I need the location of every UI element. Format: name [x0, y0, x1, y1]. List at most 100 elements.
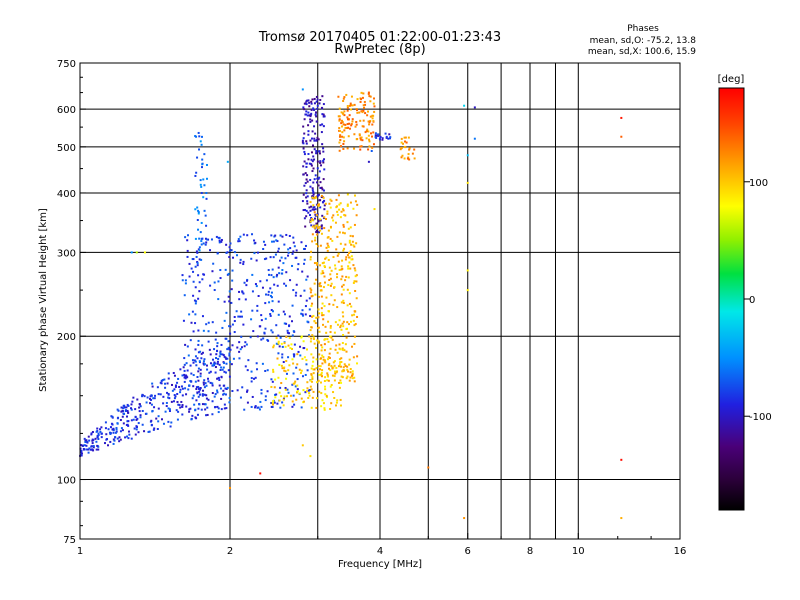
- data-point: [319, 218, 322, 221]
- data-point: [230, 363, 233, 366]
- data-point: [210, 238, 213, 241]
- data-point: [311, 377, 314, 380]
- data-point: [296, 353, 299, 356]
- data-point: [304, 172, 307, 175]
- data-point: [319, 181, 322, 184]
- data-point: [118, 440, 121, 443]
- data-point: [347, 227, 350, 230]
- data-point: [246, 389, 249, 392]
- data-point: [179, 406, 182, 409]
- data-point: [275, 324, 278, 327]
- data-point: [330, 384, 333, 387]
- data-point: [268, 273, 271, 276]
- data-point: [317, 379, 320, 382]
- data-point: [251, 395, 254, 398]
- data-point: [211, 400, 214, 403]
- data-point: [300, 336, 303, 339]
- data-point: [344, 243, 347, 246]
- data-point: [350, 124, 353, 127]
- data-point: [311, 170, 314, 173]
- data-point: [360, 91, 363, 94]
- data-point: [239, 235, 242, 238]
- data-point: [344, 343, 347, 346]
- y-tick-label: 400: [57, 189, 76, 200]
- data-point: [195, 171, 198, 174]
- data-point: [225, 407, 228, 410]
- data-point: [194, 360, 197, 363]
- data-point: [342, 97, 345, 100]
- data-point: [227, 272, 230, 275]
- data-point: [199, 183, 202, 186]
- data-point: [310, 218, 313, 221]
- data-point: [351, 373, 354, 376]
- data-point: [343, 140, 346, 143]
- data-point: [138, 406, 141, 409]
- data-point: [162, 402, 165, 405]
- data-point: [354, 323, 357, 326]
- data-point: [97, 434, 100, 437]
- data-point: [316, 167, 319, 170]
- data-point: [296, 268, 299, 271]
- colorbar-tick-label: -100: [749, 412, 772, 423]
- data-point: [305, 209, 308, 212]
- data-point: [338, 203, 341, 206]
- data-point: [401, 154, 404, 157]
- data-point: [188, 384, 191, 387]
- x-tick-label: 2: [227, 546, 233, 557]
- data-point: [371, 123, 374, 126]
- data-point: [202, 273, 205, 276]
- data-point: [260, 314, 263, 317]
- data-point: [400, 141, 403, 144]
- data-point: [347, 267, 350, 270]
- data-point: [310, 205, 313, 208]
- data-point: [356, 203, 359, 206]
- data-point: [351, 370, 354, 373]
- data-point: [338, 119, 341, 122]
- data-point: [335, 205, 338, 208]
- data-point: [306, 202, 309, 205]
- data-point: [145, 412, 148, 415]
- data-point: [231, 390, 234, 393]
- data-point: [229, 242, 232, 245]
- data-point: [258, 408, 261, 411]
- data-point: [300, 312, 303, 315]
- data-point: [300, 369, 303, 372]
- data-point: [141, 409, 144, 412]
- data-point: [329, 347, 332, 350]
- data-point: [278, 345, 281, 348]
- data-point: [328, 279, 331, 282]
- data-point: [413, 148, 416, 151]
- data-point: [335, 366, 338, 369]
- data-point: [219, 269, 222, 272]
- data-point: [181, 394, 184, 397]
- data-point: [220, 397, 223, 400]
- data-point: [270, 234, 273, 237]
- data-point: [197, 339, 200, 342]
- data-point: [322, 159, 325, 162]
- data-point: [139, 405, 142, 408]
- data-point: [242, 292, 245, 295]
- data-point: [332, 303, 335, 306]
- data-point: [319, 285, 322, 288]
- data-point: [166, 382, 169, 385]
- data-point: [269, 314, 272, 317]
- data-point: [314, 213, 317, 216]
- data-point: [369, 95, 372, 98]
- data-point: [173, 374, 176, 377]
- data-point: [218, 355, 221, 358]
- data-point: [325, 296, 328, 299]
- data-point: [236, 254, 239, 257]
- data-point: [320, 196, 323, 199]
- data-point: [348, 118, 351, 121]
- data-point: [159, 393, 162, 396]
- data-point: [330, 269, 333, 272]
- data-point: [278, 391, 281, 394]
- data-point: [275, 342, 278, 345]
- data-point: [169, 425, 172, 428]
- data-point: [260, 392, 263, 395]
- data-point: [277, 247, 280, 250]
- data-point: [360, 145, 363, 148]
- data-point: [206, 413, 209, 416]
- data-point: [239, 315, 242, 318]
- data-point: [342, 299, 345, 302]
